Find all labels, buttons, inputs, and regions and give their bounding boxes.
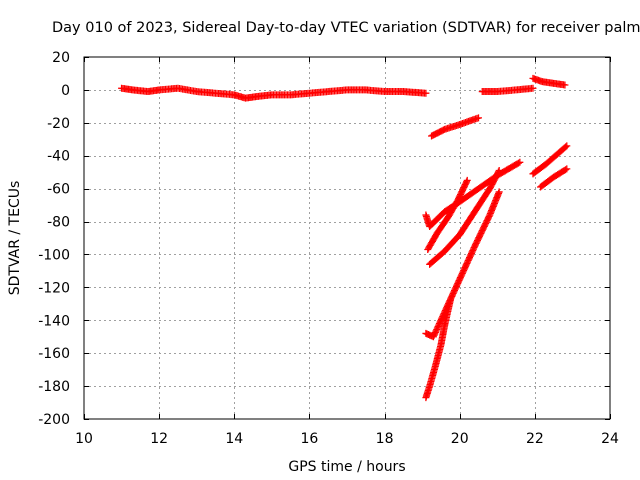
- data-point: [446, 297, 454, 305]
- data-track: [536, 165, 571, 191]
- data-track: [428, 114, 482, 140]
- x-tick-label: 12: [150, 431, 168, 447]
- x-tick-label: 22: [526, 431, 544, 447]
- data-track: [422, 297, 454, 402]
- x-axis-label: GPS time / hours: [288, 459, 405, 475]
- y-tick-label: -40: [47, 149, 70, 165]
- data-layer: [118, 74, 571, 402]
- x-tick-label: 18: [376, 431, 394, 447]
- y-tick-label: -60: [47, 182, 70, 198]
- x-tick-label: 20: [451, 431, 469, 447]
- tick-layer: 10 12 14 16 18 20 22 24 20 0 -20 -40 -60 -80 -100 -120 -…: [38, 50, 619, 447]
- data-point: [463, 176, 471, 184]
- y-tick-label: -20: [47, 116, 70, 132]
- data-point: [563, 165, 571, 173]
- data-point: [516, 158, 524, 166]
- data-track: [478, 84, 537, 96]
- y-tick-label: -120: [38, 280, 70, 296]
- data-track: [424, 176, 471, 254]
- y-tick-label: -180: [38, 379, 70, 395]
- plot-frame: [83, 56, 611, 420]
- data-point: [495, 167, 503, 175]
- y-tick-label: -80: [47, 215, 70, 231]
- y-tick-label: -200: [38, 412, 70, 428]
- x-tick-label: 10: [75, 431, 93, 447]
- data-point: [463, 178, 471, 186]
- data-point: [495, 188, 503, 196]
- x-tick-label: 16: [301, 431, 319, 447]
- y-tick-label: -160: [38, 346, 70, 362]
- x-tick-label: 14: [225, 431, 243, 447]
- chart-title: Day 010 of 2023, Sidereal Day-to-day VTE…: [52, 20, 640, 36]
- data-point: [515, 159, 523, 167]
- x-tick-label: 24: [601, 431, 619, 447]
- data-point: [494, 168, 502, 176]
- data-track: [118, 84, 430, 102]
- y-tick-label: 0: [61, 83, 70, 99]
- data-track: [529, 142, 571, 178]
- y-tick-label: 20: [52, 50, 70, 66]
- data-point: [475, 114, 482, 122]
- data-point: [563, 142, 571, 150]
- data-point: [422, 89, 430, 97]
- y-tick-label: -100: [38, 247, 70, 263]
- y-tick-label: -140: [38, 313, 70, 329]
- data-track: [422, 188, 503, 341]
- data-point: [561, 166, 569, 174]
- data-point: [562, 143, 570, 151]
- data-point: [561, 81, 569, 89]
- grid-layer: [84, 57, 610, 419]
- data-point: [529, 84, 537, 92]
- data-track: [426, 167, 503, 268]
- y-axis-label: SDTVAR / TECUs: [7, 181, 23, 296]
- data-track: [529, 74, 569, 89]
